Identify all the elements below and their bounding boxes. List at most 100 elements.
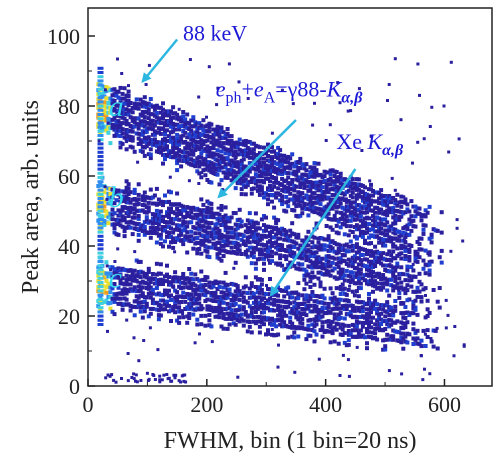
x-tick-label: 0 xyxy=(83,392,94,417)
heat-cell xyxy=(304,313,309,318)
heat-cell xyxy=(211,165,216,169)
heat-cell xyxy=(270,168,274,173)
heat-cell xyxy=(360,300,365,305)
annotation-segment: K xyxy=(366,129,383,154)
heat-cell xyxy=(142,299,147,304)
heat-cell xyxy=(340,216,345,221)
heat-cell xyxy=(391,215,396,220)
heat-cell xyxy=(241,234,246,239)
heat-cell xyxy=(229,138,234,143)
heat-cell xyxy=(391,288,396,293)
heat-cell xyxy=(136,280,140,284)
heat-cell xyxy=(199,175,204,180)
heat-cell xyxy=(328,273,333,278)
heat-cell xyxy=(97,79,104,83)
heat-cell xyxy=(128,304,133,308)
heat-cell xyxy=(106,281,111,286)
heat-cell xyxy=(197,278,202,283)
heat-cell xyxy=(142,198,147,203)
heat-cell xyxy=(171,221,176,226)
heat-cell xyxy=(304,258,309,263)
heat-cell xyxy=(312,251,316,255)
heat-cell xyxy=(385,322,390,327)
heat-cell xyxy=(411,327,416,332)
heat-cell xyxy=(298,213,303,218)
heat-cell xyxy=(415,251,420,256)
heat-cell xyxy=(328,225,333,230)
heat-cell xyxy=(391,231,395,235)
heat-cell xyxy=(381,256,386,261)
heat-cell xyxy=(340,221,345,226)
heat-cell xyxy=(187,316,192,320)
heat-cell xyxy=(278,236,283,241)
heat-cell xyxy=(262,322,266,327)
heat-cell xyxy=(365,207,368,211)
heat-cell xyxy=(168,175,172,179)
heat-cell xyxy=(292,208,297,213)
heat-cell xyxy=(189,276,194,281)
heat-cell xyxy=(144,215,149,220)
heat-cell xyxy=(225,301,230,306)
heat-cell xyxy=(184,380,188,384)
heat-cell xyxy=(148,140,153,145)
heat-cell xyxy=(340,327,345,332)
heat-cell xyxy=(209,135,214,140)
heat-cell xyxy=(245,254,250,259)
heat-cell xyxy=(148,311,153,316)
heat-cell xyxy=(417,255,422,260)
heat-cell xyxy=(405,207,410,212)
heat-cell xyxy=(227,287,232,292)
heat-cell xyxy=(215,226,220,231)
heat-cell xyxy=(310,309,315,314)
heat-cell xyxy=(207,255,212,260)
heat-cell xyxy=(348,224,353,229)
heat-cell xyxy=(207,318,212,323)
heat-cell xyxy=(152,193,157,198)
heat-cell xyxy=(239,152,244,156)
heat-cell xyxy=(215,124,220,129)
heat-cell xyxy=(365,316,369,321)
heat-cell xyxy=(354,324,359,328)
heat-cell xyxy=(209,166,214,171)
heat-cell xyxy=(401,200,406,205)
heat-cell xyxy=(290,334,295,339)
heat-cell xyxy=(312,191,317,196)
heat-cell xyxy=(103,88,107,92)
heat-cell xyxy=(108,285,113,290)
heat-cell xyxy=(169,130,173,135)
heat-cell xyxy=(97,108,104,112)
heat-cell xyxy=(461,239,465,243)
heat-cell xyxy=(140,132,145,137)
heat-cell xyxy=(348,332,353,337)
heat-cell xyxy=(369,310,373,315)
heat-cell xyxy=(367,330,371,335)
heat-cell xyxy=(391,328,396,333)
heat-cell xyxy=(358,214,363,219)
heat-cell xyxy=(381,319,386,324)
heat-cell xyxy=(411,306,416,311)
heat-cell xyxy=(116,89,121,94)
heat-cell xyxy=(106,121,110,125)
heat-cell xyxy=(272,322,277,327)
heat-cell xyxy=(360,309,365,314)
heat-cell xyxy=(229,134,234,139)
heat-cell xyxy=(355,345,359,349)
heat-cell xyxy=(108,100,113,105)
heat-cell xyxy=(342,273,347,278)
heat-cell xyxy=(314,322,319,327)
heat-cell xyxy=(264,292,268,297)
heat-cell xyxy=(219,149,224,154)
heat-cell xyxy=(262,296,266,301)
heat-cell xyxy=(310,169,315,174)
heat-cell xyxy=(126,379,130,383)
heat-cell xyxy=(253,162,258,166)
heat-cell xyxy=(401,230,406,235)
heat-cell xyxy=(391,310,395,314)
heat-cell xyxy=(199,322,204,327)
heat-cell xyxy=(340,182,345,187)
heat-cell xyxy=(403,291,408,296)
heat-cell xyxy=(421,213,426,218)
heat-cell xyxy=(241,157,246,162)
heat-cell xyxy=(97,83,104,87)
heat-cell xyxy=(124,189,129,194)
